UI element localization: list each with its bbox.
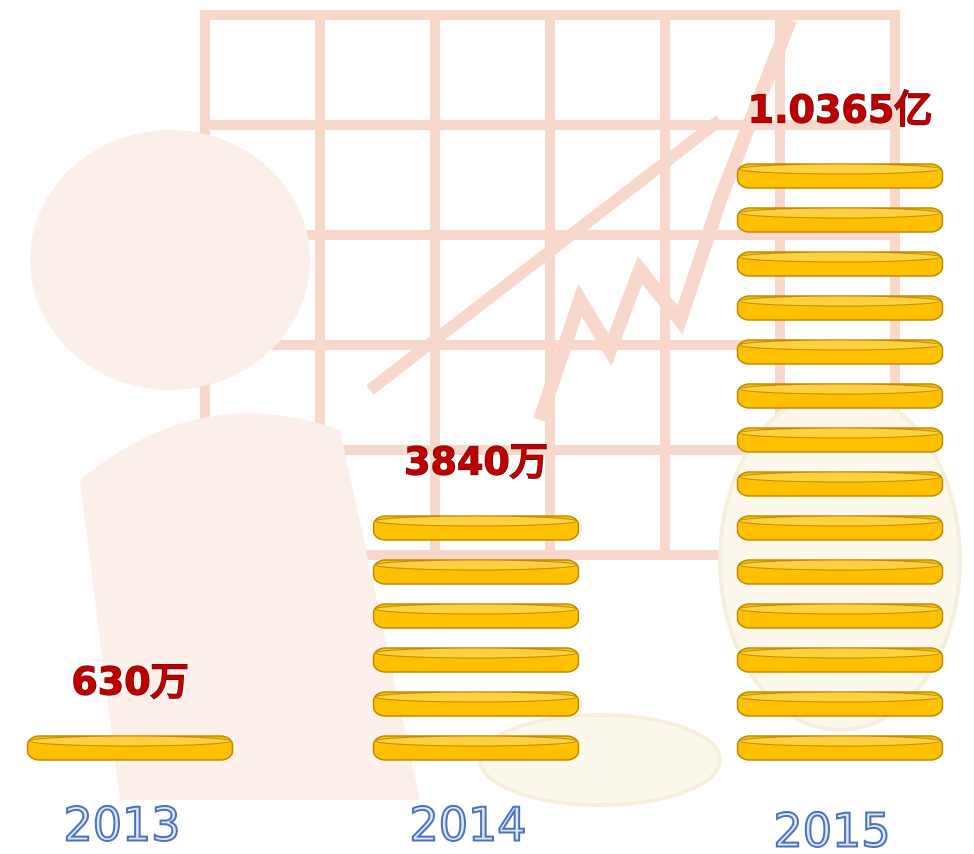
coin-top <box>739 603 941 615</box>
coin-top <box>375 515 577 527</box>
coin-top <box>375 603 577 615</box>
coin-top <box>375 647 577 659</box>
coin-top <box>739 339 941 351</box>
coin-top <box>375 691 577 703</box>
year-label: 2015 <box>773 804 890 854</box>
value-label: 1.0365亿 <box>748 88 933 132</box>
coin-top <box>739 515 941 527</box>
value-label: 3840万 <box>404 440 548 484</box>
coin-top <box>739 427 941 439</box>
year-label: 2014 <box>409 798 526 852</box>
coin-top <box>739 251 941 263</box>
coin-top <box>739 471 941 483</box>
coin-stack <box>26 735 234 761</box>
background-illustration <box>30 10 962 807</box>
coin-stack <box>372 515 580 761</box>
coin-top <box>375 735 577 747</box>
coin-top <box>739 383 941 395</box>
coin-top <box>739 163 941 175</box>
coin-top <box>739 207 941 219</box>
coin-stack <box>736 163 944 761</box>
coin-top <box>375 559 577 571</box>
coin-top <box>739 691 941 703</box>
coin-top <box>739 647 941 659</box>
coin-top <box>739 559 941 571</box>
coin-top <box>29 735 231 747</box>
coin-top <box>739 295 941 307</box>
value-label: 630万 <box>71 660 188 704</box>
coin-top <box>739 735 941 747</box>
year-label: 2013 <box>63 798 180 852</box>
